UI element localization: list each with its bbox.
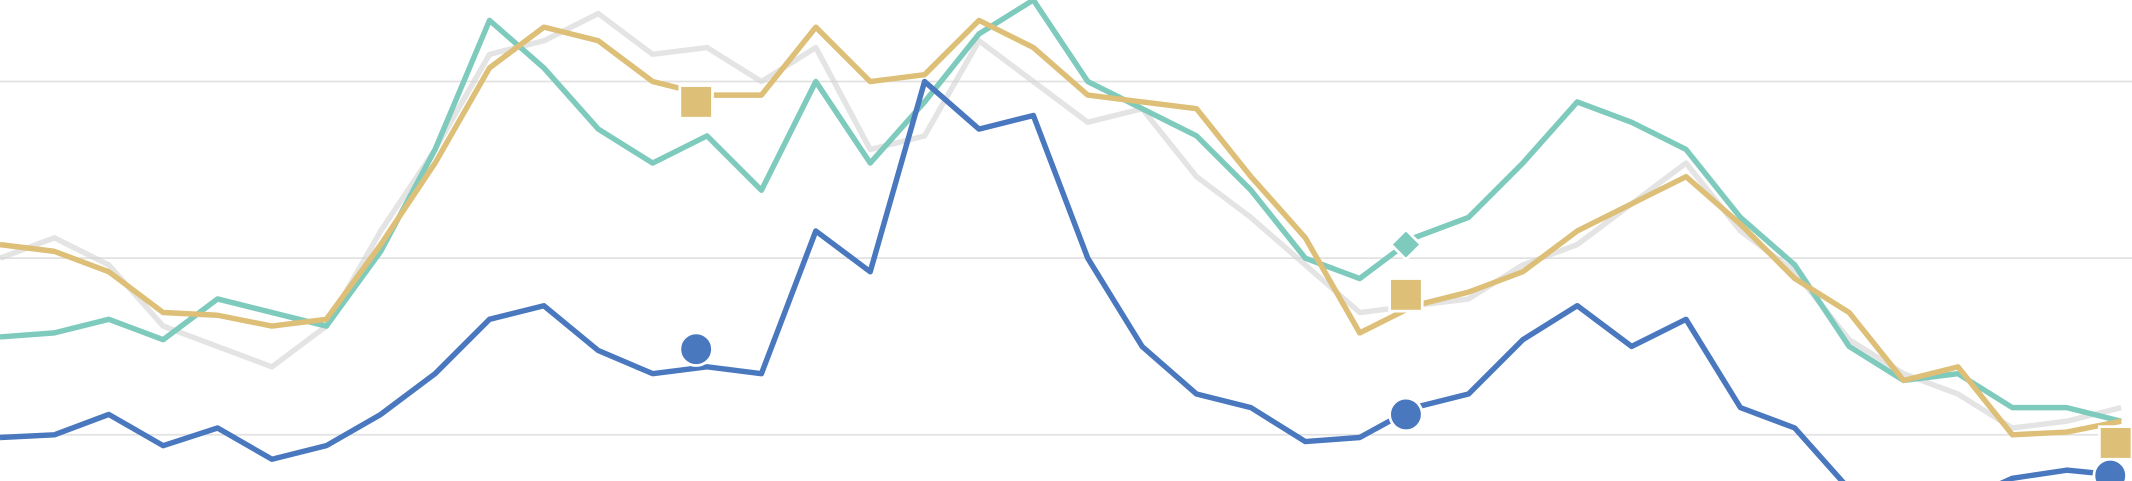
marker xyxy=(678,331,714,367)
series-line xyxy=(0,10,2122,431)
marker xyxy=(678,84,714,120)
series-line xyxy=(0,78,2122,481)
marker xyxy=(1388,277,1424,313)
marker xyxy=(2092,457,2128,481)
marker xyxy=(1388,396,1424,433)
series-line xyxy=(0,17,2122,438)
marker xyxy=(1389,227,1423,262)
series-line xyxy=(0,0,2122,424)
marker xyxy=(2098,425,2132,461)
